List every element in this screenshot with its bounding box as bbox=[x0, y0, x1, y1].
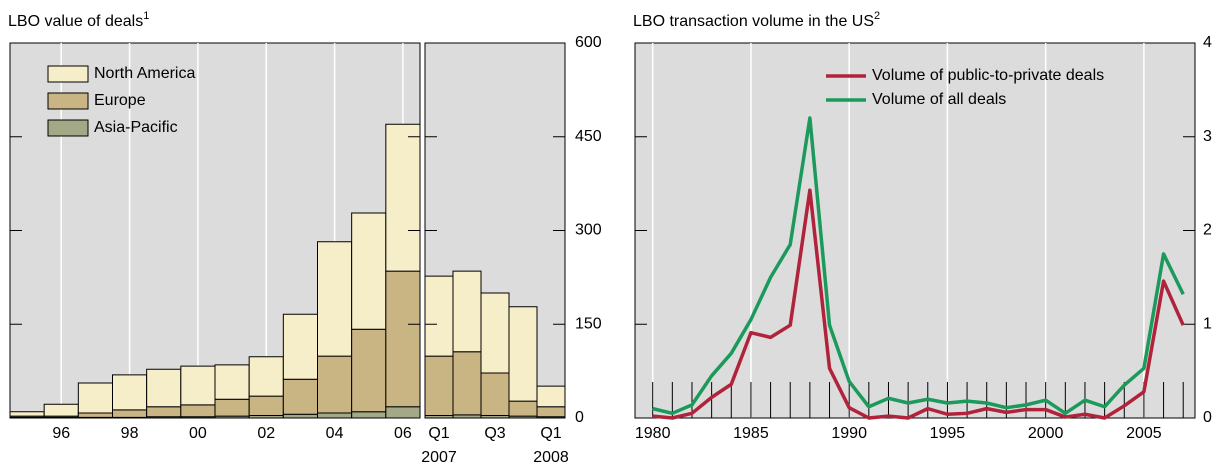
legend-swatch bbox=[47, 65, 89, 83]
bar-segment bbox=[452, 270, 482, 353]
bar-segment bbox=[424, 275, 454, 357]
x-tick-label: 04 bbox=[326, 425, 344, 442]
x-tick-label: Q1 bbox=[428, 425, 449, 442]
x-tick-label: 2000 bbox=[1028, 425, 1064, 442]
bar-segment bbox=[351, 212, 387, 330]
chart-title: LBO transaction volume in the US2 bbox=[633, 10, 880, 30]
bar-segment bbox=[282, 313, 319, 380]
y-tick-label: 3 bbox=[1203, 128, 1212, 145]
x-tick-label: Q1 bbox=[540, 425, 561, 442]
x-tick-label: 96 bbox=[52, 425, 70, 442]
bar-segment bbox=[536, 406, 566, 418]
bar-segment bbox=[351, 411, 387, 419]
y-tick-label: 300 bbox=[575, 222, 602, 239]
bar-segment bbox=[146, 406, 182, 418]
bar-segment bbox=[317, 355, 353, 414]
bar-segment bbox=[385, 406, 421, 419]
footnote: 2 bbox=[874, 10, 880, 22]
bar-segment bbox=[452, 351, 482, 416]
y-tick-label: 150 bbox=[575, 315, 602, 332]
bar-segment bbox=[282, 378, 319, 415]
y-tick-label: 4 bbox=[1203, 34, 1212, 51]
x-tick-label: 02 bbox=[257, 425, 275, 442]
x-tick-label: 1995 bbox=[930, 425, 966, 442]
bar-segment bbox=[77, 412, 114, 418]
bar-segment bbox=[77, 382, 114, 414]
x-tick-label: 2005 bbox=[1126, 425, 1162, 442]
bar-segment bbox=[112, 374, 148, 411]
bar-segment bbox=[351, 328, 387, 413]
bar-segment bbox=[480, 372, 510, 416]
bar-segment bbox=[248, 395, 284, 416]
y-tick-label: 600 bbox=[575, 34, 602, 51]
bar-segment bbox=[282, 413, 319, 419]
y-tick-label: 0 bbox=[575, 409, 584, 426]
bar-segment bbox=[385, 270, 421, 408]
bar-segment bbox=[9, 411, 45, 417]
bar-segment bbox=[385, 123, 421, 272]
x-tick-label: 1985 bbox=[733, 425, 769, 442]
y-tick-label: 450 bbox=[575, 128, 602, 145]
bar-segment bbox=[317, 241, 353, 357]
bar-segment bbox=[248, 356, 284, 397]
legend-label: Volume of all deals bbox=[872, 91, 1006, 108]
legend-label: Volume of public-to-private deals bbox=[872, 67, 1104, 84]
bar-segment bbox=[536, 385, 566, 408]
footnote: 1 bbox=[143, 10, 149, 22]
line-series bbox=[652, 116, 1185, 416]
bar-segment bbox=[112, 409, 148, 418]
x-tick-label: 1990 bbox=[831, 425, 867, 442]
x-tick-sublabel: 2007 bbox=[421, 449, 457, 466]
x-tick-label: Q3 bbox=[484, 425, 505, 442]
bar-segment bbox=[146, 368, 182, 408]
chart-title: LBO value of deals1 bbox=[8, 10, 149, 30]
x-tick-label: 06 bbox=[394, 425, 412, 442]
bar-segment bbox=[508, 400, 538, 417]
x-tick-sublabel: 2008 bbox=[533, 449, 569, 466]
legend-label: Asia-Pacific bbox=[94, 119, 178, 136]
line-series bbox=[652, 188, 1185, 420]
bar-segment bbox=[214, 364, 250, 400]
legend-swatch bbox=[47, 92, 89, 110]
y-tick-label: 2 bbox=[1203, 222, 1212, 239]
bar-segment bbox=[317, 412, 353, 419]
bar-segment bbox=[480, 292, 510, 374]
legend-label: North America bbox=[94, 65, 195, 82]
bar-segment bbox=[43, 403, 79, 417]
bar-segment bbox=[214, 398, 250, 417]
bar-segment bbox=[508, 306, 538, 402]
title-text: LBO value of deals bbox=[8, 13, 143, 30]
y-tick-label: 1 bbox=[1203, 315, 1212, 332]
bar-segment bbox=[180, 404, 216, 418]
legend-label: Europe bbox=[94, 92, 146, 109]
x-tick-label: 98 bbox=[121, 425, 139, 442]
x-tick-label: 00 bbox=[189, 425, 207, 442]
legend-swatch bbox=[47, 119, 89, 137]
y-tick-label: 0 bbox=[1203, 409, 1212, 426]
bar-segment bbox=[424, 355, 454, 416]
x-tick-label: 1980 bbox=[635, 425, 671, 442]
bar-segment bbox=[180, 365, 216, 406]
title-text: LBO transaction volume in the US bbox=[633, 13, 874, 30]
